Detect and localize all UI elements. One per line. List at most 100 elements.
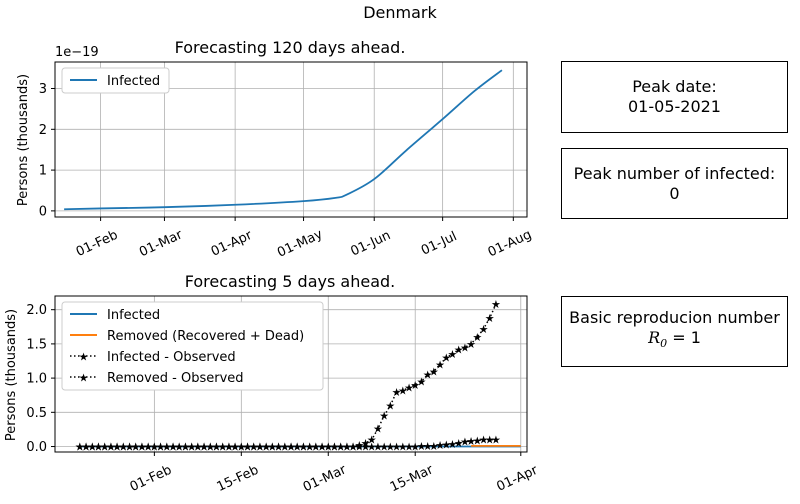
removed-observed-point: ★ — [187, 441, 197, 454]
removed-observed-point: ★ — [398, 441, 408, 454]
top-chart-ylabel: Persons (thousands) — [16, 74, 31, 206]
infected-observed-point: ★ — [410, 379, 420, 392]
removed-observed-point: ★ — [330, 441, 340, 454]
infected-observed-point: ★ — [286, 441, 296, 454]
top-chart-legend: Infected — [61, 67, 170, 94]
bottom-chart: Forecasting 5 days ahead. Persons (thous… — [4, 272, 541, 495]
infected-observed-point: ★ — [448, 348, 458, 361]
removed-observed-point: ★ — [305, 441, 315, 454]
removed-observed-point: ★ — [348, 441, 358, 454]
infected-observed-point: ★ — [118, 441, 128, 454]
y-tick-label: 0.0 — [26, 440, 47, 455]
removed-observed-point: ★ — [404, 441, 414, 454]
removed-observed-point: ★ — [236, 441, 246, 454]
infected-observed-point: ★ — [305, 441, 315, 454]
removed-observed-point: ★ — [180, 441, 190, 454]
infected-observed-point: ★ — [392, 386, 402, 399]
removed-observed-point: ★ — [143, 441, 153, 454]
infected-observed-point: ★ — [193, 441, 203, 454]
infected-observed-point: ★ — [472, 331, 482, 344]
removed-observed-point: ★ — [354, 441, 364, 454]
infected-observed-point: ★ — [367, 434, 377, 447]
removed-observed-point: ★ — [255, 441, 265, 454]
top-chart: Forecasting 120 days ahead. 1e−19 Person… — [16, 38, 534, 261]
top-chart-grid — [55, 62, 527, 217]
infected-observed-point: ★ — [398, 384, 408, 397]
infected-observed-point: ★ — [298, 441, 308, 454]
legend-infected-observed-label: Infected - Observed — [107, 350, 236, 365]
y-tick-label: 1.0 — [26, 372, 47, 387]
removed-observed-point: ★ — [317, 441, 327, 454]
removed-observed-point: ★ — [292, 441, 302, 454]
infected-observed-point: ★ — [180, 441, 190, 454]
r0-value: R0 = 1 — [648, 328, 701, 354]
infected-observed-point: ★ — [174, 441, 184, 454]
removed-observed-point: ★ — [392, 441, 402, 454]
svg-text:★: ★ — [79, 372, 89, 385]
infected-observed-point: ★ — [187, 441, 197, 454]
x-tick-label: 01-Feb — [128, 463, 174, 495]
removed-observed-point: ★ — [137, 441, 147, 454]
x-tick-label: 01-Jun — [348, 228, 393, 259]
infected-observed-point: ★ — [354, 439, 364, 452]
infected-observed-point: ★ — [385, 399, 395, 412]
removed-observed-point: ★ — [174, 441, 184, 454]
bottom-chart-frame — [54, 295, 528, 453]
legend-infected-label: Infected — [107, 74, 160, 89]
legend-infected-label: Infected — [107, 308, 160, 323]
infected-observed-point: ★ — [94, 441, 104, 454]
removed-observed-point: ★ — [224, 441, 234, 454]
removed-observed-point: ★ — [230, 441, 240, 454]
x-tick-label: 01-Mar — [137, 227, 185, 260]
removed-observed-point: ★ — [423, 440, 433, 453]
r0-equals: = 1 — [672, 328, 701, 348]
legend-removed-observed-swatch: ★ — [70, 372, 97, 385]
infected-observed-point: ★ — [485, 312, 495, 325]
r0-subscript: 0 — [660, 337, 668, 351]
infected-observed-point: ★ — [149, 441, 159, 454]
removed-observed-point: ★ — [373, 441, 383, 454]
removed-observed-point: ★ — [361, 441, 371, 454]
infected-observed-point: ★ — [416, 376, 426, 389]
removed-observed-point: ★ — [125, 441, 135, 454]
y-tick-label: 1.5 — [26, 337, 47, 352]
removed-observed-point: ★ — [441, 438, 451, 451]
infected-observed-point: ★ — [361, 437, 371, 450]
removed-observed-point: ★ — [106, 441, 116, 454]
peak-infected-box: Peak number of infected: 0 — [561, 148, 788, 219]
infected-observed-point: ★ — [243, 441, 253, 454]
removed-observed-point: ★ — [261, 441, 271, 454]
bottom-chart-legend: Infected Removed (Recovered + Dead) ★ In… — [61, 301, 324, 391]
infected-observed-point: ★ — [137, 441, 147, 454]
removed-observed-point: ★ — [218, 441, 228, 454]
infected-observed-point: ★ — [479, 323, 489, 336]
bottom-chart-ylabel: Persons (thousands) — [4, 309, 19, 441]
removed-observed-point: ★ — [472, 434, 482, 447]
x-tick-label: 01-Feb — [74, 228, 120, 260]
removed-observed-point: ★ — [267, 441, 277, 454]
peak-infected-value: 0 — [669, 183, 680, 203]
removed-observed-point: ★ — [249, 441, 259, 454]
removed-observed-point: ★ — [205, 441, 215, 454]
top-chart-scale-label: 1e−19 — [55, 45, 99, 60]
removed-observed-point: ★ — [118, 441, 128, 454]
removed-observed-point: ★ — [448, 438, 458, 451]
removed-observed-point: ★ — [286, 441, 296, 454]
infected-observed-point: ★ — [460, 341, 470, 354]
x-tick-label: 01-Apr — [209, 228, 255, 260]
r0-box: Basic reproducion number R0 = 1 — [561, 296, 788, 367]
infected-observed-point: ★ — [205, 441, 215, 454]
infected-observed-point: ★ — [373, 423, 383, 436]
removed-observed-point: ★ — [156, 441, 166, 454]
peak-infected-label: Peak number of infected: — [573, 163, 776, 183]
infected-observed-point: ★ — [404, 382, 414, 395]
infected-observed-point: ★ — [131, 441, 141, 454]
infected-observed-point: ★ — [230, 441, 240, 454]
infected-observed-point: ★ — [342, 441, 352, 454]
peak-date-box: Peak date: 01-05-2021 — [561, 61, 788, 133]
x-tick-label: 01-Apr — [494, 463, 540, 495]
infected-observed-point: ★ — [261, 441, 271, 454]
removed-observed-point: ★ — [193, 441, 203, 454]
removed-observed-point: ★ — [87, 441, 97, 454]
x-tick-label: 01-May — [275, 227, 325, 261]
